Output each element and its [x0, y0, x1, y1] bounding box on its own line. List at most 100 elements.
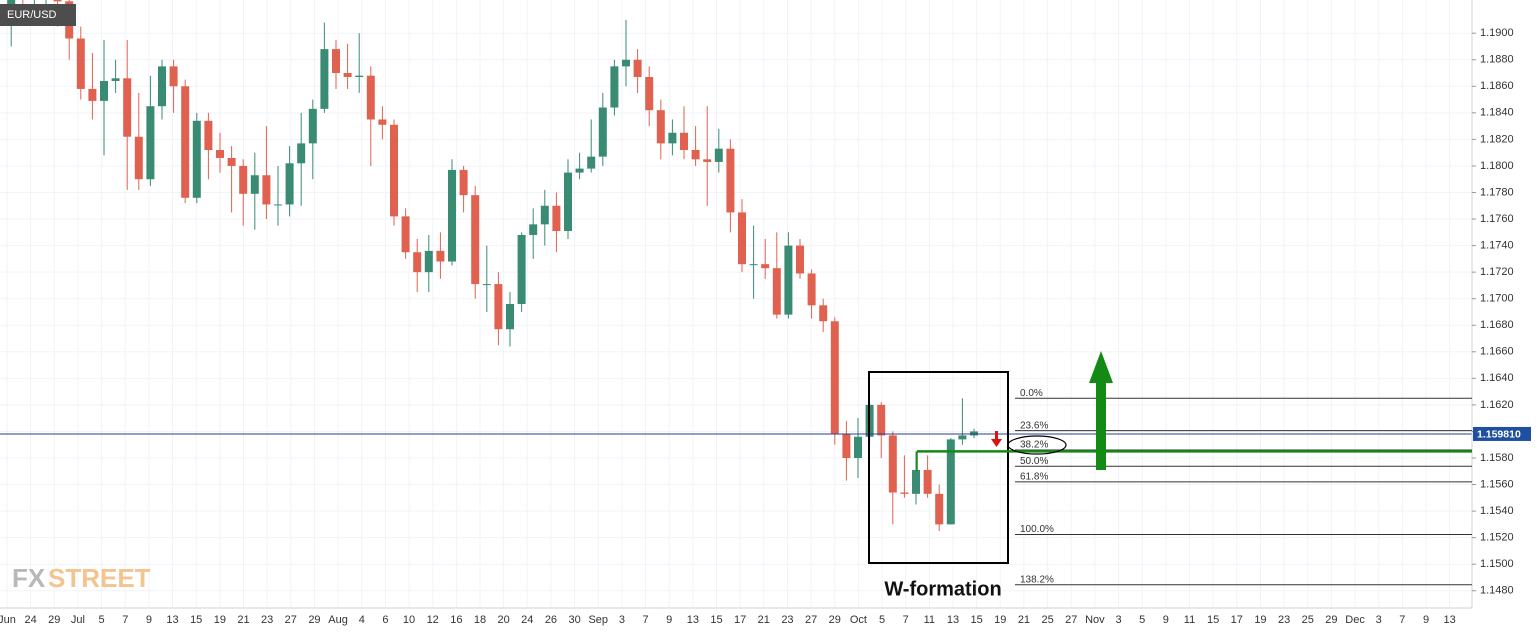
x-tick-label: Oct	[850, 614, 867, 626]
candle-body	[169, 66, 178, 87]
candle-body	[494, 284, 503, 330]
candle-body	[366, 75, 375, 120]
x-tick-label: 13	[1444, 614, 1456, 626]
x-tick-label: 11	[924, 614, 935, 626]
watermark-fx: FX	[12, 563, 46, 593]
x-tick-label: 13	[687, 614, 699, 626]
x-tick-label: 29	[829, 614, 841, 626]
candle-body	[448, 169, 456, 262]
candle-body	[262, 175, 271, 205]
candle-body	[53, 0, 62, 2]
candle-body	[192, 120, 201, 198]
y-tick-label: 1.1900	[1480, 27, 1514, 39]
candle-body	[796, 245, 804, 274]
x-tick-label: 19	[214, 614, 226, 626]
candle-body	[181, 86, 190, 198]
y-tick-label: 1.1580	[1480, 452, 1514, 464]
x-tick-label: 10	[403, 614, 415, 626]
candle-body	[680, 132, 688, 151]
candle-body	[749, 264, 758, 266]
fib-label: 61.8%	[1020, 472, 1048, 483]
candle-body	[714, 148, 723, 162]
y-tick-label: 1.1480	[1480, 585, 1514, 597]
candle-body	[633, 59, 642, 77]
x-tick-label: 29	[1325, 614, 1337, 626]
up-arrow-shaft	[1096, 382, 1106, 470]
candle-body	[471, 195, 480, 285]
x-tick-label: 17	[734, 614, 746, 626]
y-tick-label: 1.1500	[1480, 558, 1514, 570]
x-tick-label: 29	[48, 614, 60, 626]
watermark-street: STREET	[48, 563, 151, 593]
candle-body	[772, 268, 781, 315]
x-tick-label: 9	[666, 614, 672, 626]
candle-body	[76, 38, 85, 89]
candle-body	[436, 250, 445, 262]
x-tick-label: 15	[1207, 614, 1219, 626]
candle-body	[506, 304, 514, 330]
candle-body	[761, 264, 770, 269]
x-tick-label: 21	[758, 614, 770, 626]
x-tick-label: 23	[781, 614, 793, 626]
y-tick-label: 1.1800	[1480, 160, 1514, 172]
candle-body	[970, 431, 978, 436]
x-tick-label: 3	[1115, 614, 1121, 626]
candle-body	[343, 73, 352, 77]
down-arrow-head	[991, 439, 1002, 447]
candle-body	[877, 404, 886, 436]
candle-body	[216, 150, 224, 158]
x-tick-label: 19	[994, 614, 1006, 626]
candle-body	[703, 159, 712, 162]
candle-body	[146, 106, 155, 180]
candle-body	[784, 245, 793, 315]
candle-body	[923, 469, 932, 494]
y-tick-label: 1.1760	[1480, 213, 1514, 225]
x-tick-label: 7	[122, 614, 128, 626]
fib-label: 38.2%	[1020, 440, 1048, 451]
plot	[0, 0, 1472, 532]
candle-body	[390, 124, 398, 217]
candle-body	[587, 156, 596, 169]
y-tick-label: 1.1820	[1480, 133, 1514, 145]
candle-body	[958, 435, 967, 440]
candle-body	[100, 80, 108, 101]
pattern-box	[868, 371, 1009, 564]
candle-body	[529, 224, 538, 235]
candle-body	[668, 132, 677, 144]
candle-body	[598, 107, 607, 157]
y-tick-label: 1.1700	[1480, 293, 1514, 305]
y-tick-label: 1.1880	[1480, 54, 1514, 66]
candle-body	[645, 76, 654, 111]
candle-body	[332, 49, 340, 74]
y-tick-label: 1.1860	[1480, 80, 1514, 92]
candle-body	[378, 119, 387, 125]
down-arrow-shaft	[995, 431, 998, 440]
x-tick-label: Dec	[1345, 614, 1365, 626]
x-tick-label: 27	[285, 614, 297, 626]
candle-body	[274, 204, 282, 206]
y-tick-label: 1.1540	[1480, 505, 1514, 517]
x-tick-label: 15	[710, 614, 722, 626]
candle-body	[842, 434, 851, 458]
candle-body	[320, 49, 329, 109]
y-tick-label: 1.1680	[1480, 319, 1514, 331]
candle-body	[482, 284, 491, 286]
x-tick-label: 7	[642, 614, 648, 626]
annotation: W-formation	[884, 578, 1001, 600]
highlight-ellipse	[1007, 435, 1067, 455]
candle-body	[227, 157, 236, 166]
overlay: 0.0% 23.6% 38.2% 50.0% 61.8% 100.0% 138.2%	[916, 351, 1472, 585]
x-tick-label: 24	[25, 614, 37, 626]
candle-body	[424, 250, 433, 273]
x-tick-label: Sep	[588, 614, 608, 626]
x-tick-label: 23	[1278, 614, 1290, 626]
x-tick-label: 26	[545, 614, 557, 626]
x-tick-label: 5	[1139, 614, 1145, 626]
candle-body	[854, 436, 862, 458]
candle-body	[540, 205, 549, 225]
fib-label: 100.0%	[1020, 524, 1054, 535]
y-tick-label: 1.1660	[1480, 346, 1514, 358]
candle-body	[204, 120, 213, 151]
x-tick-label: 3	[619, 614, 625, 626]
candle-body	[239, 165, 248, 194]
